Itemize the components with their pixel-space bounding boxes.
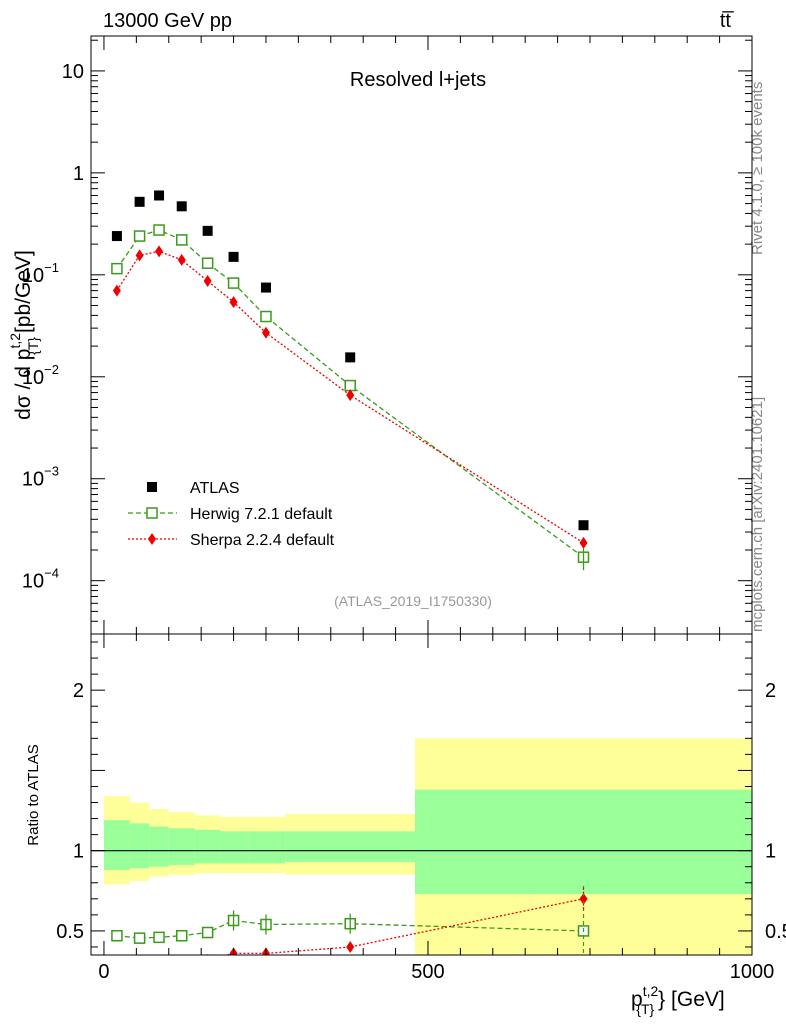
main-point-herwig (227, 277, 240, 289)
main-point-herwig (133, 230, 146, 242)
main-point-atlas (345, 352, 356, 363)
main-point-atlas (134, 196, 145, 207)
ratio-uncertainty-bands (91, 738, 752, 955)
ratio-point-sherpa (155, 960, 163, 972)
ratio-band-inner (415, 789, 752, 895)
ratio-ytick-label-right: 1 (765, 841, 776, 863)
ratio-band-inner (249, 831, 286, 864)
ratio-ytick-label-left: 0.5 (56, 921, 84, 943)
xlabel-sub: {T} (636, 1001, 654, 1017)
main-point-sherpa (346, 389, 355, 402)
ratio-x-axis: 0 500 1000 (98, 634, 774, 983)
main-y-axis: 10 1 10−1 10−2 10−3 10−4 (22, 39, 752, 635)
legend-label-atlas: ATLAS (190, 480, 240, 497)
ratio-point-sherpa (346, 940, 355, 953)
ratio-band-inner (103, 820, 130, 870)
legend: ATLAS Herwig 7.2.1 default Sherpa 2.2.4 de… (128, 480, 335, 549)
analysis-label: (ATLAS_2019_I1750330) (334, 593, 492, 609)
main-point-atlas (111, 231, 122, 242)
ratio-point-sherpa (178, 957, 186, 969)
ylabel-sup: t,2 (7, 333, 23, 349)
main-point-herwig (153, 224, 165, 236)
ratio-band-inner (220, 831, 250, 864)
ratio-ytick-label-left: 2 (73, 680, 84, 702)
xlabel-unit: } [GeV] (658, 988, 725, 1011)
x-axis-label: pt,2 {T}} [GeV] (631, 983, 725, 1017)
main-ytick-label: 10−3 (22, 464, 59, 491)
ylabel-main: dσ / d p (12, 349, 35, 420)
main-point-sherpa (229, 296, 238, 309)
ratio-point-sherpa (206, 953, 209, 955)
main-point-atlas (228, 251, 239, 262)
ratio-band-inner (129, 823, 150, 869)
main-point-herwig (201, 257, 214, 269)
ratio-point-sherpa (113, 959, 121, 971)
ratio-ytick-label-left: 1 (73, 841, 84, 863)
main-point-sherpa (177, 253, 186, 266)
ratio-panel: 0.5 0.5 1 1 2 2 0 500 1000 Ratio to ATLAS pt,2 {… (25, 633, 786, 1017)
main-point-herwig (260, 310, 272, 323)
main-point-sherpa (203, 274, 212, 287)
ratio-point-herwig (111, 929, 123, 942)
main-ytick-label: 10−1 (22, 260, 59, 287)
ylabel-unit: [pb/GeV] (12, 250, 35, 333)
plot-title: Resolved l+jets (350, 69, 486, 91)
main-y-axis-label: dσ / d pt,2 {T} [pb/GeV] (7, 250, 41, 420)
main-point-sherpa (135, 249, 144, 262)
mcplots-label: mcplots.cern.ch [arXiv:2401.10621] (749, 397, 766, 632)
main-point-atlas (202, 225, 213, 236)
ratio-point-herwig (133, 932, 146, 944)
rivet-label: Rivet 4.1.0, ≥ 100k events (749, 82, 766, 255)
ratio-y-axis: 0.5 0.5 1 1 2 2 (56, 641, 786, 948)
ratio-point-herwig (175, 929, 188, 942)
ratio-band-inner (168, 828, 195, 866)
ratio-band-inner (194, 829, 221, 864)
main-ytick-label: 10−2 (22, 362, 59, 389)
main-point-herwig (344, 379, 356, 392)
ratio-point-herwig (201, 926, 214, 939)
ratio-ytick-label-right: 2 (765, 680, 776, 702)
ratio-band-inner (285, 831, 416, 862)
main-point-sherpa (155, 245, 164, 258)
legend-marker-atlas (147, 482, 157, 492)
header-process: tt̅ (720, 10, 734, 32)
main-line-sherpa (116, 250, 584, 544)
ratio-frame (90, 633, 753, 956)
xlabel-sup: t,2 (643, 983, 659, 999)
legend-label-herwig: Herwig 7.2.1 default (190, 506, 333, 523)
main-x-axis-ticks (103, 36, 753, 634)
main-point-atlas (176, 201, 187, 212)
main-plot-area (111, 190, 590, 571)
main-panel: 10 1 10−1 10−2 10−3 10−4 Resolved l+jets (ATL… (7, 35, 753, 635)
legend-label-sherpa: Sherpa 2.2.4 default (190, 532, 335, 549)
ratio-point-sherpa (136, 957, 144, 969)
legend-marker-herwig (146, 507, 158, 519)
main-ytick-label: 10 (62, 61, 84, 83)
main-point-sherpa (579, 536, 588, 549)
main-ytick-label: 1 (73, 163, 84, 185)
main-point-sherpa (261, 326, 270, 339)
main-point-atlas (578, 520, 589, 531)
ratio-plot-area (111, 885, 590, 972)
ratio-point-herwig (153, 931, 165, 944)
main-ytick-label: 10−4 (22, 566, 59, 593)
ylabel-sub: {T} (25, 337, 41, 355)
ratio-xtick-label: 1000 (730, 961, 775, 983)
legend-marker-sherpa (148, 533, 156, 545)
main-point-sherpa (112, 284, 121, 297)
ratio-point-sherpa (579, 892, 588, 905)
main-point-herwig (175, 234, 188, 246)
main-point-atlas (260, 282, 271, 293)
ratio-xtick-label: 0 (98, 961, 109, 983)
ratio-band-inner (149, 826, 169, 867)
xlabel-main: p (631, 988, 643, 1011)
header-energy: 13000 GeV pp (103, 10, 232, 32)
main-point-atlas (154, 190, 165, 201)
main-point-herwig (111, 262, 123, 275)
ratio-ytick-label-right: 0.5 (765, 921, 786, 943)
ratio-xtick-label: 500 (411, 961, 444, 983)
ratio-y-axis-label: Ratio to ATLAS (25, 744, 42, 845)
